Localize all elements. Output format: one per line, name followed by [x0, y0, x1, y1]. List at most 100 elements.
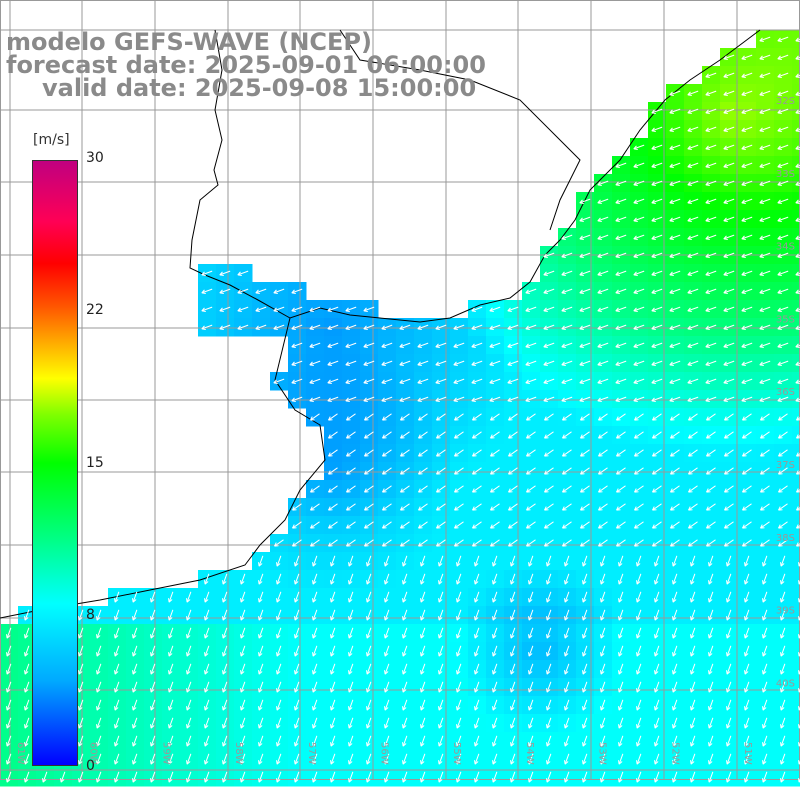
wind-cell [792, 714, 800, 733]
wind-arrow [777, 252, 789, 258]
wind-cell [792, 138, 800, 157]
wind-arrow [669, 216, 681, 222]
wind-arrow [597, 234, 609, 240]
wind-arrow [705, 144, 717, 150]
wind-cell [792, 678, 800, 697]
wind-arrow [651, 216, 663, 222]
lat-label: 37S [776, 460, 795, 471]
wind-arrow [687, 198, 699, 204]
wind-cell [792, 318, 800, 337]
wind-cell [792, 480, 800, 499]
wind-arrow [777, 270, 789, 276]
wind-arrows [6, 36, 800, 783]
wind-arrow [615, 252, 627, 258]
wind-arrow [705, 90, 717, 96]
wind-arrow [615, 216, 627, 222]
wind-arrow [579, 234, 591, 240]
wind-arrow [201, 270, 213, 276]
wind-cell [792, 372, 800, 391]
wind-cell [792, 534, 800, 553]
wind-arrow [795, 55, 800, 60]
wind-arrow [759, 234, 771, 240]
wind-arrow [255, 288, 267, 294]
wind-arrow [561, 234, 573, 240]
lon-label: 51W [742, 742, 753, 765]
wind-arrow [759, 180, 771, 186]
wind-cell [792, 588, 800, 607]
lon-label: 52W [669, 742, 680, 765]
wind-arrow [543, 288, 555, 294]
wind-cell [792, 300, 800, 319]
wind-arrow [795, 145, 800, 150]
wind-arrow [579, 270, 591, 276]
wind-arrow [795, 271, 800, 276]
wind-cell [792, 570, 800, 589]
wind-arrow [633, 216, 645, 222]
wind-cell [792, 120, 800, 139]
wind-arrow [777, 54, 789, 60]
wind-arrow [741, 108, 753, 114]
wind-arrow [687, 252, 699, 258]
wind-arrow [669, 180, 681, 186]
wind-arrow [759, 270, 771, 276]
wind-arrow [777, 288, 789, 294]
lat-label: 33S [776, 169, 795, 180]
wind-arrow [723, 72, 735, 78]
wind-arrow [759, 126, 771, 132]
wind-arrow [669, 198, 681, 204]
wind-arrow [561, 270, 573, 276]
wind-arrow [759, 162, 771, 168]
wind-cell [792, 732, 800, 751]
wind-arrow [633, 234, 645, 240]
wind-arrow [759, 72, 771, 78]
wind-cell [792, 660, 800, 679]
wind-arrow [633, 162, 645, 168]
wind-arrow [741, 234, 753, 240]
wind-arrow [687, 108, 699, 114]
wind-arrow [219, 270, 231, 276]
wind-arrow [633, 198, 645, 204]
wind-arrow [705, 270, 717, 276]
wind-arrow [669, 288, 681, 294]
wind-cell [792, 498, 800, 517]
wind-arrow [273, 288, 285, 294]
wind-arrow [615, 198, 627, 204]
wind-arrow [723, 288, 735, 294]
wind-arrow [705, 72, 717, 78]
wind-arrow [687, 216, 699, 222]
lon-label: 56W [379, 742, 390, 765]
wind-arrow [633, 288, 645, 294]
wind-arrow [723, 144, 735, 150]
wind-arrow [705, 198, 717, 204]
wind-cell [792, 264, 800, 283]
wind-arrow [651, 180, 663, 186]
wind-arrow [705, 180, 717, 186]
wind-cell [792, 282, 800, 301]
wind-cell [792, 66, 800, 85]
wind-arrow [237, 288, 249, 294]
wind-cell [792, 48, 800, 67]
wind-arrow [561, 288, 573, 294]
wind-arrow [741, 90, 753, 96]
wind-cell [792, 102, 800, 121]
wind-arrow [597, 198, 609, 204]
wind-arrow [687, 144, 699, 150]
wind-cell [792, 750, 800, 769]
wind-cell [792, 156, 800, 175]
coastline-south [0, 317, 326, 619]
wind-arrow [705, 252, 717, 258]
wind-arrow [651, 126, 663, 132]
wind-arrow [795, 253, 800, 258]
wind-arrow [723, 216, 735, 222]
wind-arrow [759, 108, 771, 114]
wind-cell [792, 84, 800, 103]
wind-arrow [543, 270, 555, 276]
wind-arrow [759, 198, 771, 204]
wind-arrow [777, 36, 789, 42]
wind-arrow [651, 252, 663, 258]
wind-arrow [777, 126, 789, 132]
title-valid-date: valid date: 2025-09-08 15:00:00 [42, 74, 477, 102]
wind-arrow [795, 199, 800, 204]
wind-arrow [291, 288, 303, 294]
wind-arrow [669, 90, 681, 96]
